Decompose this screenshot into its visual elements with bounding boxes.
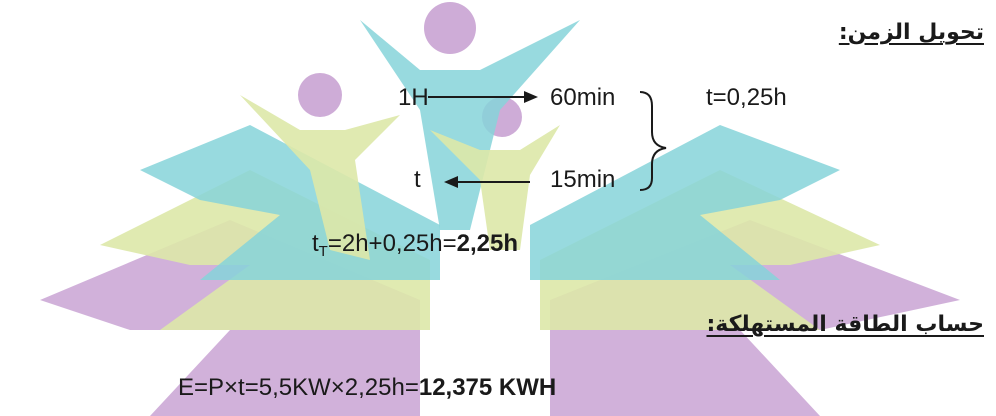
- energy-formula: E=P×t=5,5KW×2,25h=12,375 KWH: [178, 374, 556, 402]
- conversion-result: t=0,25h: [706, 84, 787, 111]
- total-time-subscript: T: [318, 243, 328, 260]
- child-body-left: [240, 95, 400, 260]
- child-body-center: [360, 20, 580, 230]
- child-head-center: [424, 2, 476, 54]
- total-time-symbol: t: [312, 230, 319, 257]
- total-time-expression: =2h+0,25h=: [327, 230, 457, 257]
- total-time-formula: tT=2h+0,25h=2,25h: [312, 230, 518, 260]
- child-body-right: [430, 125, 560, 250]
- conversion-right-top: 60min: [550, 84, 616, 111]
- arrow-left-head: [444, 176, 458, 188]
- energy-result: 12,375 KWH: [418, 374, 557, 401]
- heading-time-conversion: تحويل الزمن:: [838, 20, 984, 45]
- conversion-left-bottom: t: [414, 166, 421, 193]
- arrow-right-head: [524, 91, 538, 103]
- energy-expression: E=P×t=5,5KW×2,25h=: [178, 374, 419, 401]
- conversion-right-bottom: 15min: [550, 166, 616, 193]
- total-time-result: 2,25h: [456, 230, 519, 257]
- book-inner-right: [530, 125, 840, 280]
- curly-brace: [639, 91, 667, 191]
- child-head-left: [298, 73, 342, 117]
- conversion-left-top: 1H: [398, 84, 429, 111]
- heading-energy-calculation: حساب الطاقة المستهلكة:: [706, 312, 984, 337]
